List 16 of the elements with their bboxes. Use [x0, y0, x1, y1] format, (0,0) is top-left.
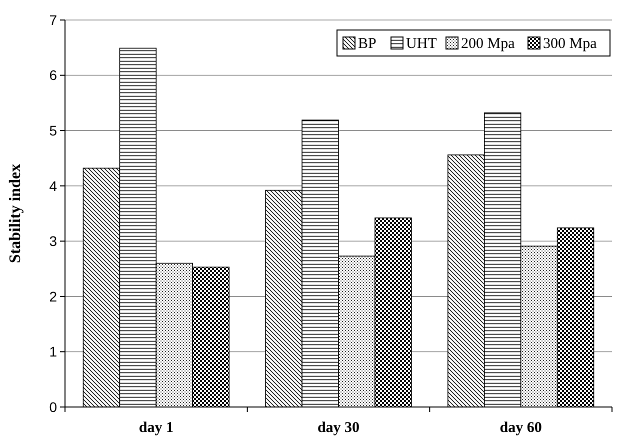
y-tick-label: 3 — [49, 233, 58, 250]
y-tick-label: 5 — [49, 122, 58, 138]
y-tick-label: 0 — [49, 398, 58, 415]
x-tick-label: day 30 — [317, 420, 360, 436]
x-tick-label: day 60 — [500, 420, 542, 436]
x-tick-label: day 1 — [138, 420, 174, 436]
y-tick-label: 2 — [49, 288, 58, 304]
legend-label: BP — [358, 36, 376, 52]
y-tick-label: 1 — [49, 344, 58, 360]
y-tick-label: 6 — [49, 67, 58, 84]
legend-label: UHT — [406, 36, 437, 52]
y-tick-label: 7 — [49, 12, 58, 28]
y-axis-title: Stability index — [7, 164, 24, 264]
legend-label: 300 Mpa — [543, 36, 598, 52]
legend-label: 200 Mpa — [461, 36, 516, 52]
y-tick-label: 4 — [49, 178, 58, 194]
